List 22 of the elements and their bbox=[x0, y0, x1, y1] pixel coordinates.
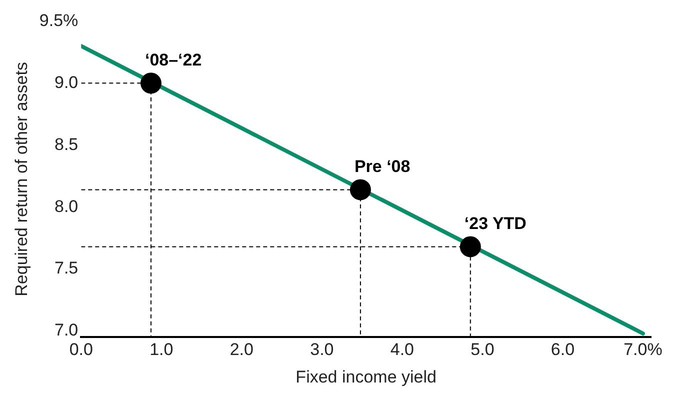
x-tick-label: 3.0 bbox=[310, 340, 334, 360]
annotation: ‘23 YTD bbox=[464, 214, 526, 233]
point bbox=[140, 72, 162, 94]
y-axis-title: Required return of other assets bbox=[12, 62, 31, 296]
point bbox=[350, 179, 371, 200]
y-tick-label: 7.0 bbox=[54, 320, 78, 340]
x-tick-label: 4.0 bbox=[390, 340, 414, 360]
x-tick-label: 7.0% bbox=[624, 340, 662, 360]
y-tick-label: 8.0 bbox=[54, 196, 78, 216]
point bbox=[460, 236, 481, 258]
x-axis-title: Fixed income yield bbox=[296, 367, 436, 386]
x-tick-label: 1.0 bbox=[150, 340, 174, 360]
x-tick-label: 2.0 bbox=[230, 340, 254, 360]
y-tick-label: 8.5 bbox=[54, 134, 78, 154]
y-tick-label: 7.5 bbox=[54, 258, 78, 278]
x-tick-label: 0.0 bbox=[69, 340, 93, 360]
x-tick-label: 5.0 bbox=[470, 340, 494, 360]
y-tick-label: 9.5% bbox=[39, 10, 78, 30]
y-tick-label: 9.0 bbox=[54, 72, 78, 92]
annotation: ‘08–‘22 bbox=[144, 50, 202, 70]
x-tick-label: 6.0 bbox=[550, 340, 575, 360]
annotation: Pre ‘08 bbox=[354, 156, 410, 176]
